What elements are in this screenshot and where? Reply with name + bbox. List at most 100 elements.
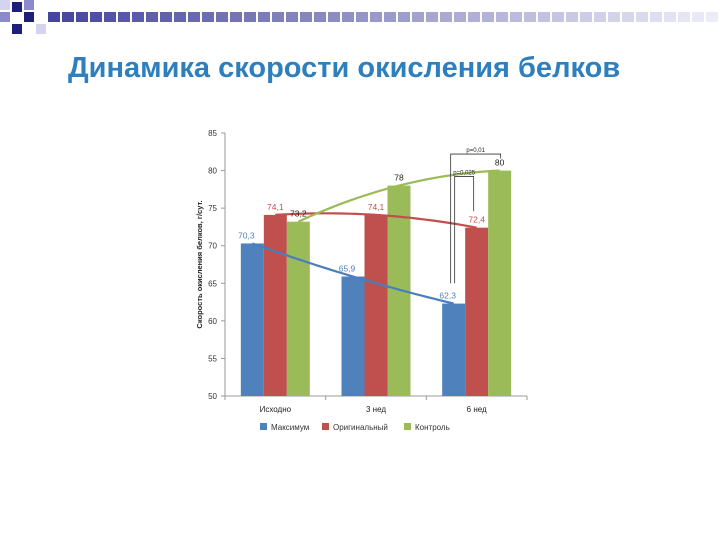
bar-chart: 50 55 60 65 70 75 80 85 Исходно 3 нед 6 нед Скорост… xyxy=(195,129,528,432)
x-category-label: 6 нед xyxy=(467,405,487,414)
data-labels: 70,3 65,9 62,3 74,1 74,1 72,4 73,2 78 80 xyxy=(238,158,505,301)
chart-legend: Максимум Оригинальный Контроль xyxy=(260,423,450,432)
deco-stripe xyxy=(118,12,130,22)
data-label: 80 xyxy=(495,158,505,168)
deco-stripe xyxy=(510,12,522,22)
y-tick-label: 50 xyxy=(208,392,217,401)
deco-stripe xyxy=(594,12,606,22)
bar xyxy=(263,214,287,396)
bar xyxy=(341,276,365,396)
deco-stripe xyxy=(622,12,634,22)
deco-stripe xyxy=(398,12,410,22)
deco-square xyxy=(12,24,22,34)
deco-stripe xyxy=(202,12,214,22)
bar xyxy=(488,170,512,396)
significance-brackets: р=0,01 р=0,025 xyxy=(450,148,502,284)
data-label: 72,4 xyxy=(468,215,485,225)
deco-stripe xyxy=(174,12,186,22)
p-value-label: р=0,025 xyxy=(453,171,476,177)
deco-stripe xyxy=(62,12,74,22)
deco-stripe xyxy=(636,12,648,22)
deco-stripe xyxy=(482,12,494,22)
deco-stripe xyxy=(258,12,270,22)
data-label: 74,1 xyxy=(368,202,385,212)
legend-swatch xyxy=(404,423,411,430)
deco-stripe xyxy=(230,12,242,22)
corner-decoration xyxy=(0,0,718,34)
legend-label: Оригинальный xyxy=(333,423,388,432)
deco-stripe xyxy=(370,12,382,22)
data-label: 70,3 xyxy=(238,230,255,240)
y-tick-label: 65 xyxy=(208,279,217,288)
bar xyxy=(442,303,466,396)
chart-bars xyxy=(240,170,512,396)
y-axis-label: Скорость окисления белков, г/сут. xyxy=(195,200,204,328)
deco-stripe xyxy=(580,12,592,22)
y-tick-label: 75 xyxy=(208,204,217,213)
data-label: 73,2 xyxy=(290,209,307,219)
x-category-label: Исходно xyxy=(260,405,292,414)
deco-stripe xyxy=(664,12,676,22)
deco-stripe xyxy=(440,12,452,22)
deco-stripe xyxy=(272,12,284,22)
deco-stripe xyxy=(48,12,60,22)
deco-stripe xyxy=(678,12,690,22)
deco-stripe xyxy=(244,12,256,22)
data-label: 62,3 xyxy=(439,291,456,301)
data-label: 74,1 xyxy=(267,202,284,212)
deco-square xyxy=(0,0,10,10)
deco-stripe xyxy=(356,12,368,22)
deco-square xyxy=(12,2,22,12)
deco-stripe xyxy=(692,12,704,22)
bar xyxy=(286,221,310,396)
trend-lines xyxy=(251,169,500,305)
bar xyxy=(465,227,489,396)
bar xyxy=(240,243,264,396)
deco-stripe xyxy=(342,12,354,22)
deco-stripe xyxy=(188,12,200,22)
deco-stripe xyxy=(76,12,88,22)
deco-stripe xyxy=(286,12,298,22)
x-category-label: 3 нед xyxy=(366,405,386,414)
y-tick-label: 55 xyxy=(208,354,217,363)
y-tick-label: 70 xyxy=(208,242,217,251)
deco-stripe xyxy=(496,12,508,22)
deco-stripe xyxy=(160,12,172,22)
deco-stripe xyxy=(384,12,396,22)
deco-stripe xyxy=(468,12,480,22)
legend-label: Контроль xyxy=(415,423,450,432)
deco-square xyxy=(0,12,10,22)
deco-stripe xyxy=(300,12,312,22)
data-label: 78 xyxy=(394,173,404,183)
deco-stripe xyxy=(328,12,340,22)
trend-line xyxy=(297,169,500,223)
p-value-label: р=0,01 xyxy=(466,148,485,154)
trend-line xyxy=(251,242,454,305)
deco-square xyxy=(24,0,34,10)
bar xyxy=(364,214,388,396)
deco-square xyxy=(36,24,46,34)
deco-stripe xyxy=(454,12,466,22)
deco-stripe xyxy=(90,12,102,22)
trend-line xyxy=(275,212,477,229)
deco-stripe xyxy=(132,12,144,22)
data-label: 65,9 xyxy=(339,264,356,274)
deco-stripe xyxy=(412,12,424,22)
significance-bracket xyxy=(450,153,502,284)
deco-stripe xyxy=(706,12,718,22)
slide-title: Динамика скорости окисления белков xyxy=(68,52,621,84)
deco-stripe xyxy=(650,12,662,22)
deco-stripe xyxy=(314,12,326,22)
y-tick-label: 85 xyxy=(208,129,217,138)
bar xyxy=(387,185,411,396)
legend-swatch xyxy=(260,423,267,430)
legend-swatch xyxy=(322,423,329,430)
deco-stripe xyxy=(104,12,116,22)
y-tick-label: 80 xyxy=(208,167,217,176)
deco-stripe xyxy=(146,12,158,22)
significance-bracket xyxy=(454,176,475,284)
deco-stripe xyxy=(426,12,438,22)
deco-stripe xyxy=(566,12,578,22)
deco-square xyxy=(24,12,34,22)
deco-stripe xyxy=(552,12,564,22)
